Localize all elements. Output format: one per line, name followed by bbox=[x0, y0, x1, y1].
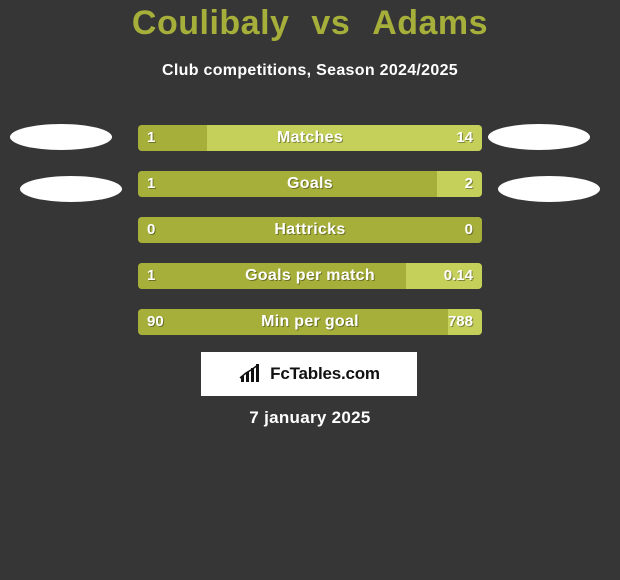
decor-ellipse-left-top bbox=[10, 124, 112, 150]
decor-ellipse-right-bot bbox=[498, 176, 600, 202]
stat-seg-right bbox=[437, 171, 482, 197]
stat-row: Min per goal90788 bbox=[138, 309, 482, 335]
logo-box: FcTables.com bbox=[201, 352, 417, 396]
page-title: Coulibaly vs Adams bbox=[0, 4, 620, 43]
stat-seg-left bbox=[138, 309, 448, 335]
stat-seg-left bbox=[138, 171, 437, 197]
stat-bars: Matches114 Goals12 Hattricks00 Goals per ma… bbox=[138, 125, 482, 355]
stat-row: Hattricks00 bbox=[138, 217, 482, 243]
stat-row: Matches114 bbox=[138, 125, 482, 151]
chart-icon bbox=[238, 364, 264, 384]
logo-text: FcTables.com bbox=[270, 364, 380, 384]
comparison-chart: Coulibaly vs Adams Club competitions, Se… bbox=[0, 0, 620, 580]
stat-seg-left bbox=[138, 217, 482, 243]
stat-seg-right bbox=[207, 125, 482, 151]
stat-row: Goals12 bbox=[138, 171, 482, 197]
stat-seg-left bbox=[138, 263, 406, 289]
player1-name: Coulibaly bbox=[132, 4, 290, 42]
stat-seg-right bbox=[406, 263, 482, 289]
date-line: 7 january 2025 bbox=[0, 408, 620, 428]
decor-ellipse-left-bot bbox=[20, 176, 122, 202]
subtitle: Club competitions, Season 2024/2025 bbox=[0, 62, 620, 80]
decor-ellipse-right-top bbox=[488, 124, 590, 150]
player2-name: Adams bbox=[372, 4, 488, 42]
stat-seg-left bbox=[138, 125, 207, 151]
title-vs: vs bbox=[311, 4, 350, 42]
stat-seg-right bbox=[448, 309, 482, 335]
stat-row: Goals per match10.14 bbox=[138, 263, 482, 289]
